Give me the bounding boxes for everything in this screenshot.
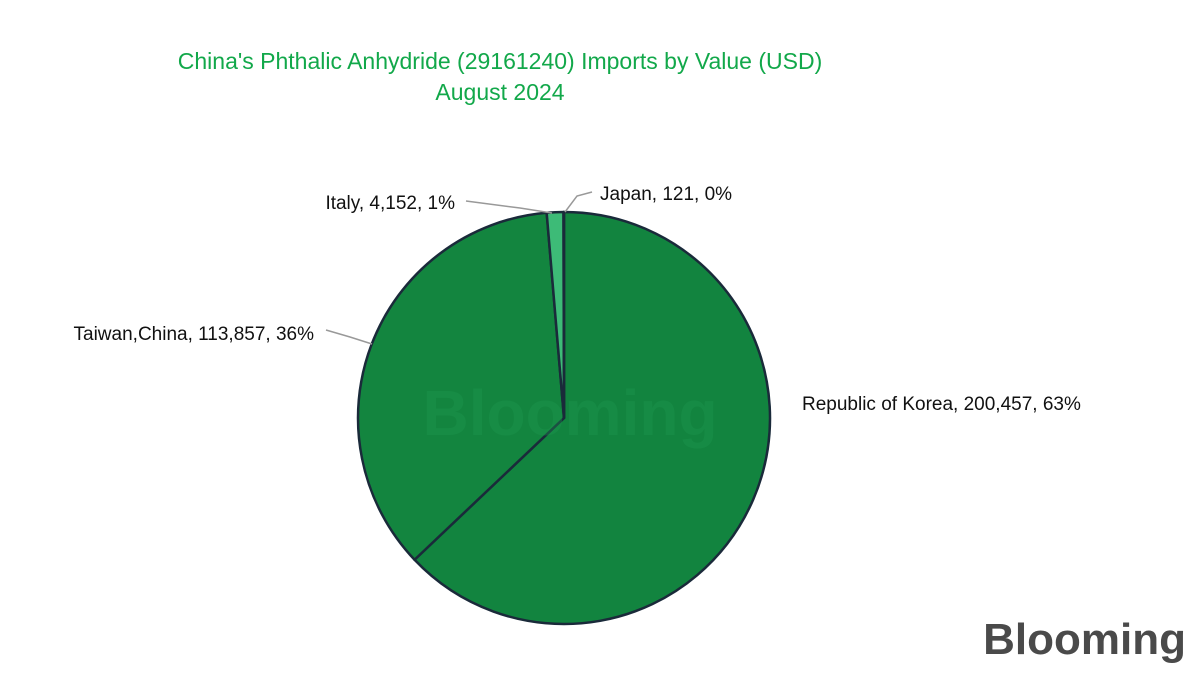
slice-label-japan: Japan, 121, 0% <box>600 184 732 205</box>
leader-lines <box>325 191 593 345</box>
brand-logo: Blooming <box>983 615 1186 664</box>
leader-line-japan <box>564 191 593 213</box>
pie-slices <box>356 210 772 626</box>
slice-label-italy: Italy, 4,152, 1% <box>325 193 455 214</box>
slice-label-republic-of-korea: Republic of Korea, 200,457, 63% <box>802 394 1081 415</box>
leader-line-italy <box>465 200 553 214</box>
leader-line-taiwan-china <box>325 329 373 345</box>
chart-title: China's Phthalic Anhydride (29161240) Im… <box>177 48 823 74</box>
slice-labels: Republic of Korea, 200,457, 63% Taiwan,Ch… <box>74 184 1081 415</box>
pie-slice-taiwan-china <box>356 211 566 562</box>
pie-slice-republic-of-korea <box>413 210 772 626</box>
chart-subtitle: August 2024 <box>435 79 565 105</box>
watermark: Blooming <box>422 377 717 449</box>
chart-title-block: China's Phthalic Anhydride (29161240) Im… <box>0 46 1000 108</box>
slice-label-taiwan-china: Taiwan,China, 113,857, 36% <box>74 324 315 345</box>
